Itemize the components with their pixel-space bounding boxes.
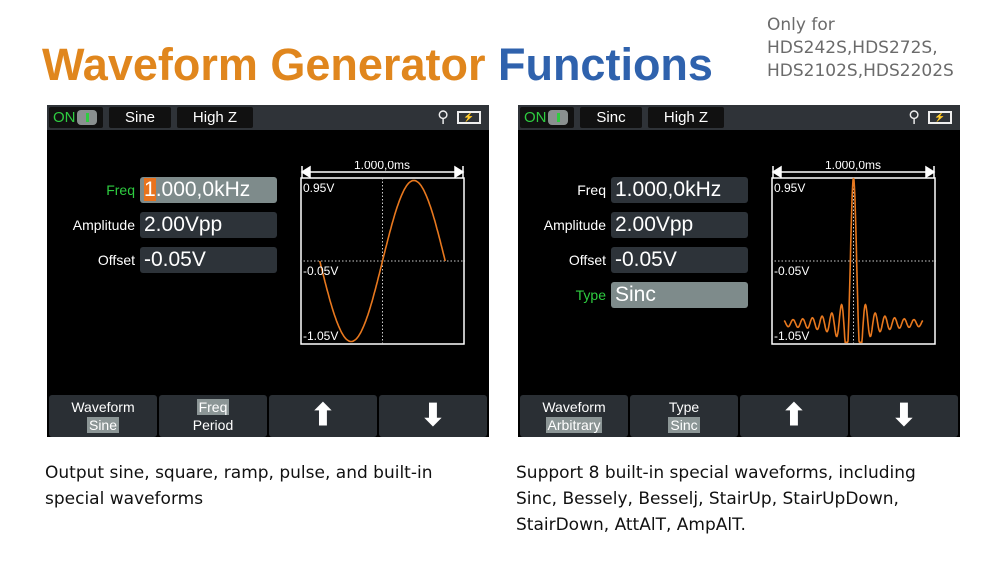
bottom-voltage-label: -1.05V — [303, 329, 338, 343]
sinc-screen: ON Sinc High Z ⚲ ⚡ Freq 1.000,0kHz Ampli… — [518, 105, 960, 437]
output-toggle[interactable]: ON — [49, 107, 103, 128]
page-title: Waveform Generator Functions — [42, 39, 713, 90]
waveform-preview: 1.000,0ms 0.95V -0.05V -1.05V — [300, 161, 465, 345]
amplitude-label: Amplitude — [72, 217, 135, 233]
time-span-label: 1.000,0ms — [825, 161, 881, 172]
toggle-switch-icon — [548, 110, 568, 125]
toggle-switch-icon — [77, 110, 97, 125]
offset-label: Offset — [97, 252, 135, 268]
offset-field[interactable]: -0.05V — [140, 247, 277, 273]
amplitude-label: Amplitude — [543, 217, 606, 233]
softkey-waveform[interactable]: Waveform Arbitrary — [520, 395, 628, 437]
freq-field[interactable]: 1.000,0kHz — [140, 177, 277, 203]
usb-icon: ⚲ — [437, 109, 449, 126]
arrow-up-icon: ⬆ — [310, 399, 336, 432]
battery-charging-icon: ⚡ — [457, 111, 481, 124]
time-span-label: 1.000,0ms — [354, 161, 410, 172]
softkey-up[interactable]: ⬆ — [269, 395, 377, 437]
waveform-trace — [783, 177, 924, 344]
output-toggle[interactable]: ON — [520, 107, 574, 128]
waveform-indicator: Sinc — [580, 107, 642, 128]
usb-icon: ⚲ — [908, 109, 920, 126]
freq-label: Freq — [106, 182, 135, 198]
caption-sine: Output sine, square, ramp, pulse, and bu… — [45, 463, 433, 509]
type-field[interactable]: Sinc — [611, 282, 748, 308]
offset-field[interactable]: -0.05V — [611, 247, 748, 273]
mid-voltage-label: -0.05V — [303, 264, 338, 278]
bottom-voltage-label: -1.05V — [774, 329, 809, 343]
amplitude-field[interactable]: 2.00Vpp — [611, 212, 748, 238]
battery-charging-icon: ⚡ — [928, 111, 952, 124]
freq-field[interactable]: 1.000,0kHz — [611, 177, 748, 203]
impedance-indicator: High Z — [648, 107, 724, 128]
softkey-up[interactable]: ⬆ — [740, 395, 848, 437]
time-span-arrow-heads — [300, 165, 465, 179]
waveform-indicator: Sine — [109, 107, 171, 128]
waveform-trace — [319, 179, 446, 343]
caption-sinc: Support 8 built-in special waveforms, in… — [516, 463, 916, 535]
mid-voltage-label: -0.05V — [774, 264, 809, 278]
model-note: Only for HDS242S,HDS272S, HDS2102S,HDS2202… — [767, 15, 954, 81]
arrow-up-icon: ⬆ — [781, 399, 807, 432]
top-voltage-label: 0.95V — [774, 181, 805, 195]
waveform-preview: 1.000,0ms 0.95V -0.05V -1.05V — [771, 161, 936, 345]
time-span-arrow-heads — [771, 165, 936, 179]
softkey-down[interactable]: ⬇ — [379, 395, 487, 437]
type-label: Type — [575, 287, 606, 303]
arrow-down-icon: ⬇ — [891, 399, 917, 432]
softkey-type[interactable]: Type Sinc — [630, 395, 738, 437]
top-voltage-label: 0.95V — [303, 181, 334, 195]
softkey-freq-period[interactable]: Freq Period — [159, 395, 267, 437]
arrow-down-icon: ⬇ — [420, 399, 446, 432]
amplitude-field[interactable]: 2.00Vpp — [140, 212, 277, 238]
freq-label: Freq — [577, 182, 606, 198]
offset-label: Offset — [568, 252, 606, 268]
softkey-down[interactable]: ⬇ — [850, 395, 958, 437]
softkey-waveform[interactable]: Waveform Sine — [49, 395, 157, 437]
impedance-indicator: High Z — [177, 107, 253, 128]
status-bar: ON Sine High Z ⚲ ⚡ — [47, 105, 489, 130]
sine-screen: ON Sine High Z ⚲ ⚡ Freq 1.000,0kHz Ampli… — [47, 105, 489, 437]
status-bar: ON Sinc High Z ⚲ ⚡ — [518, 105, 960, 130]
